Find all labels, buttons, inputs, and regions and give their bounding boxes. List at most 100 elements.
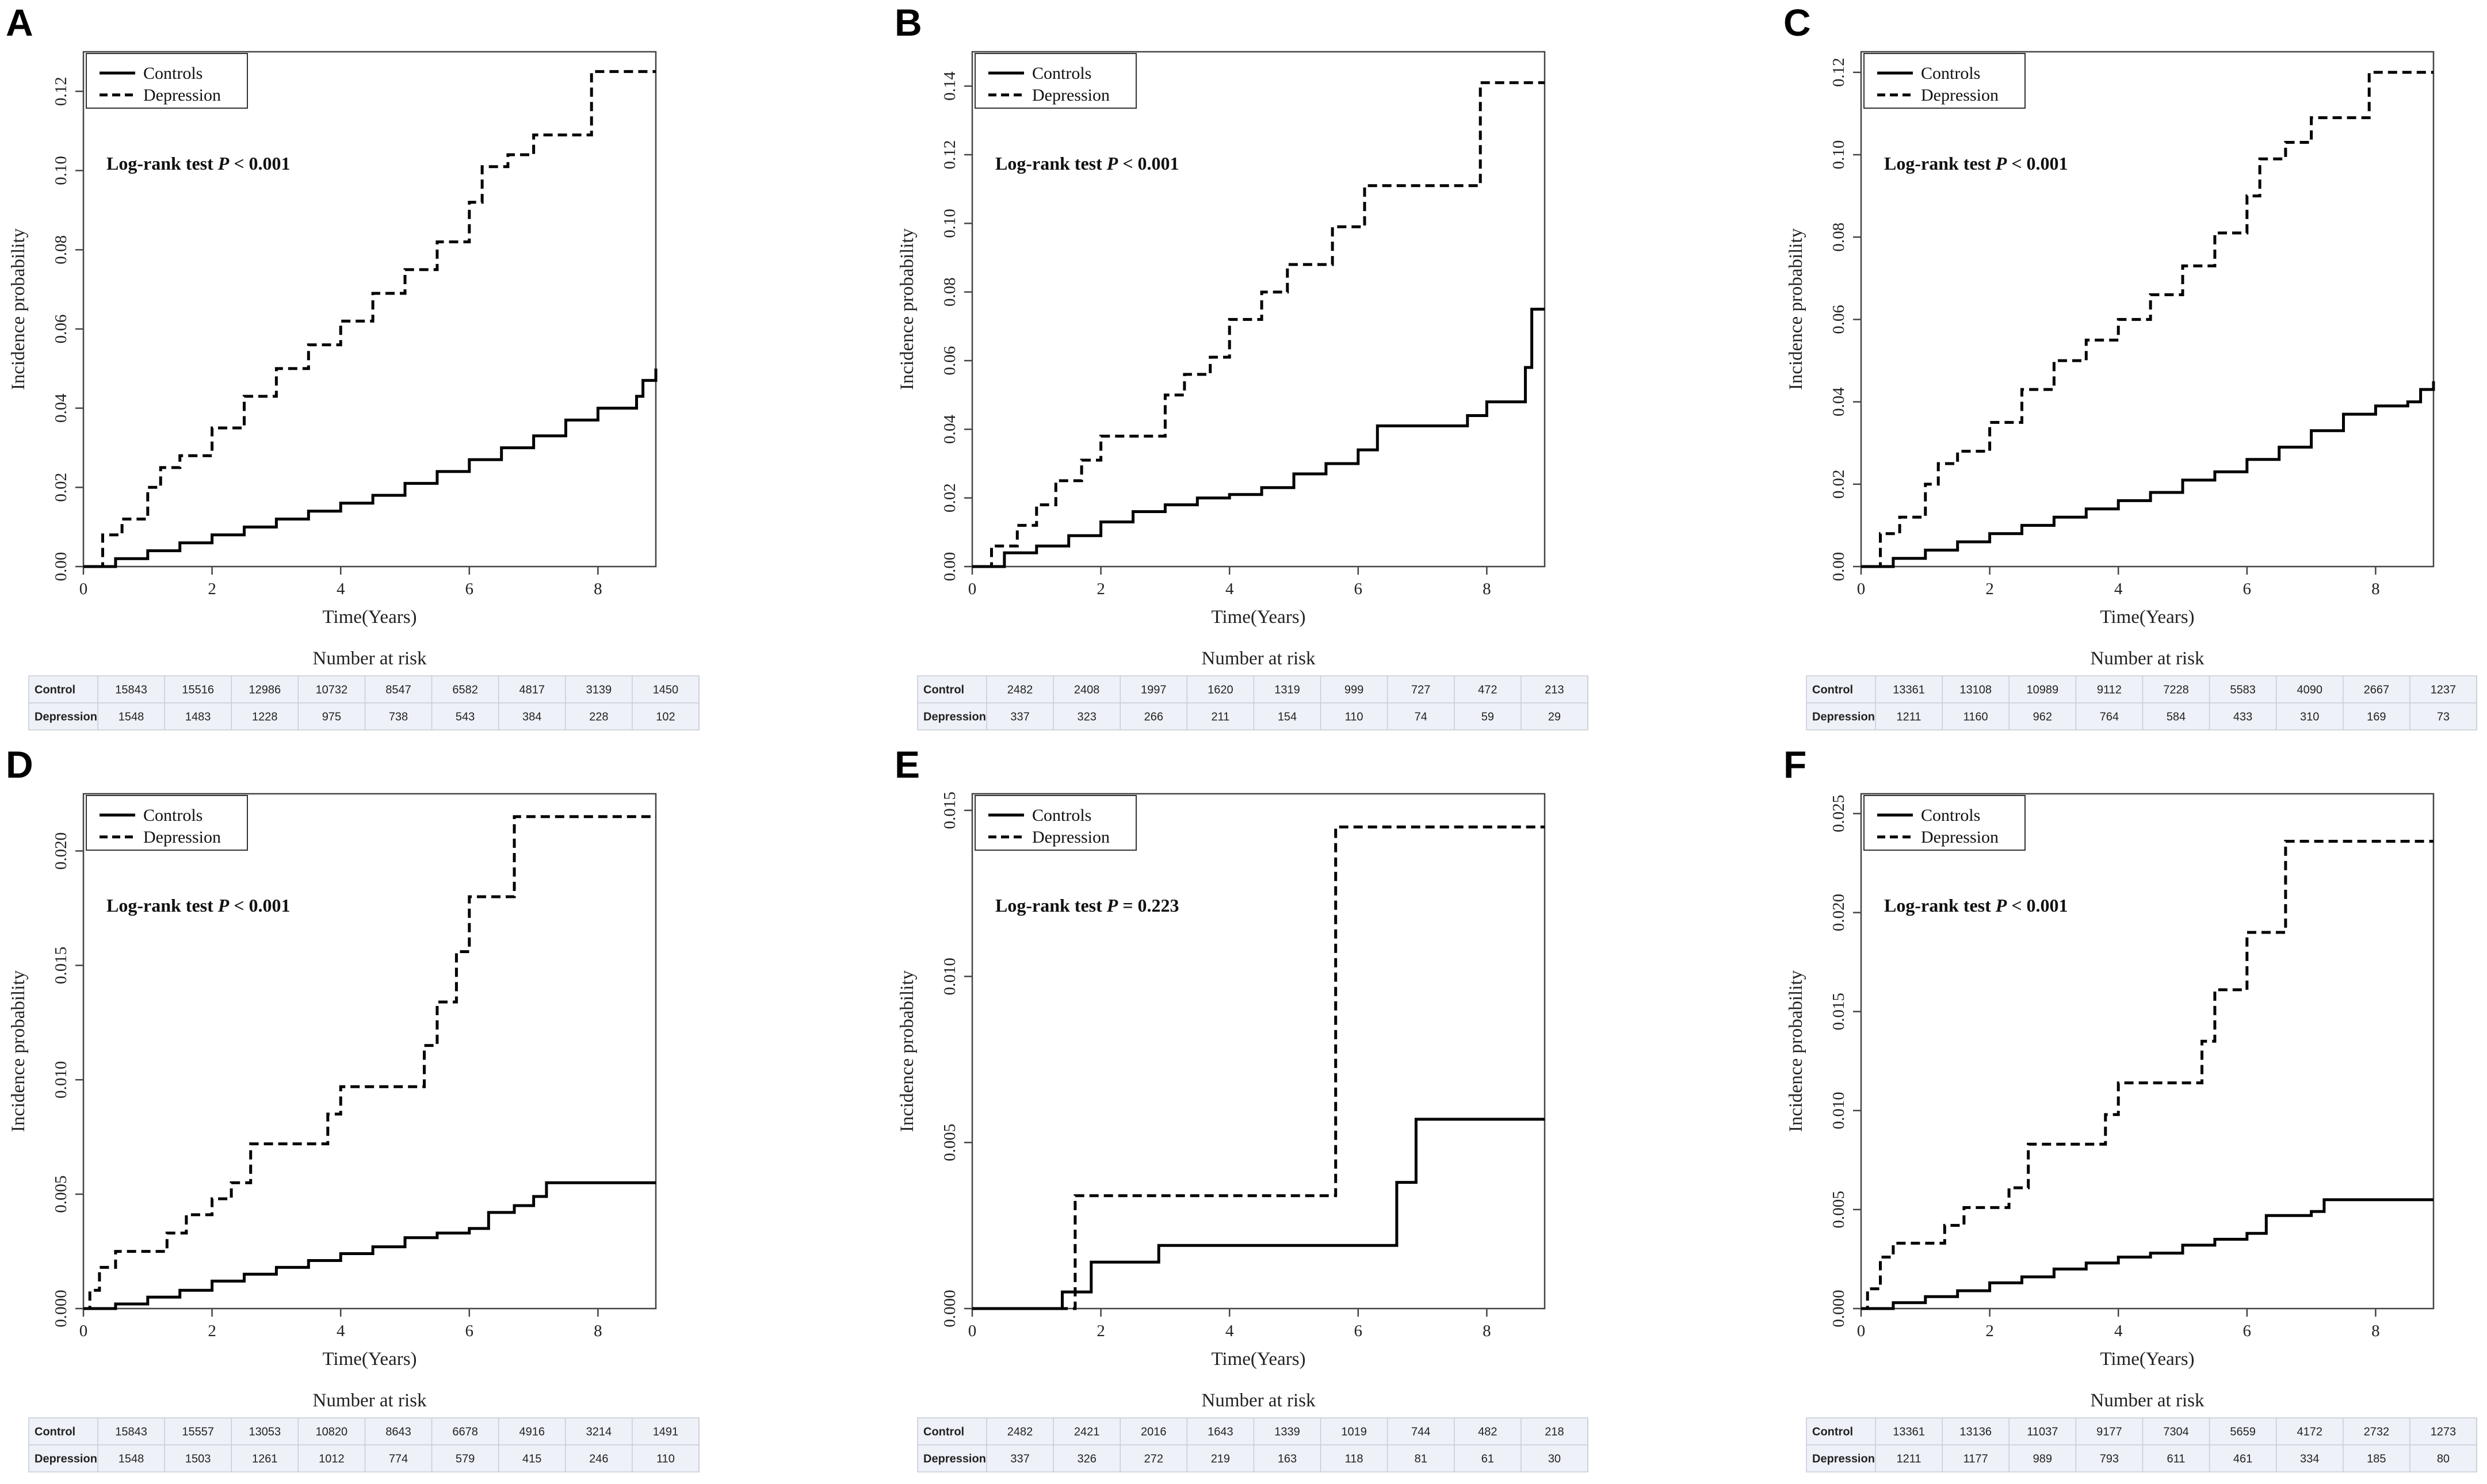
- risk-cell: 9177: [2096, 1426, 2122, 1439]
- risk-cell: 433: [2233, 711, 2252, 724]
- y-tick-label: 0.10: [52, 156, 70, 185]
- risk-cell: 1548: [119, 711, 144, 724]
- risk-cell: 962: [2033, 711, 2052, 724]
- x-tick-label: 4: [2114, 1322, 2123, 1340]
- risk-cell: 584: [2167, 711, 2186, 724]
- risk-cell: 2732: [2364, 1426, 2390, 1439]
- x-tick-label: 2: [1097, 580, 1105, 598]
- logrank-prefix: Log-rank test: [995, 895, 1107, 916]
- legend-depression-label: Depression: [1032, 86, 1110, 105]
- risk-cell: 999: [1344, 684, 1363, 697]
- risk-row-label: Control: [1812, 684, 1853, 697]
- y-tick-label: 0.005: [52, 1175, 70, 1213]
- y-tick-label: 0.06: [1829, 305, 1848, 334]
- risk-cell: 1273: [2431, 1426, 2457, 1439]
- risk-cell: 10732: [316, 684, 348, 697]
- legend-controls-label: Controls: [143, 64, 203, 83]
- legend-controls-label: Controls: [1921, 806, 1980, 825]
- risk-cell: 13053: [249, 1426, 281, 1439]
- legend: Controls Depression: [86, 795, 248, 851]
- risk-cell: 74: [1415, 711, 1427, 724]
- y-tick-label: 0.010: [52, 1061, 70, 1099]
- risk-cell: 1491: [653, 1426, 679, 1439]
- x-tick-label: 0: [1857, 1322, 1866, 1340]
- plot-frame: [82, 793, 657, 1310]
- p-symbol: P: [1106, 153, 1118, 174]
- risk-cell: 1211: [1897, 711, 1921, 724]
- risk-cell: 461: [2233, 1453, 2252, 1466]
- risk-cell: 975: [322, 711, 341, 724]
- x-tick-label: 4: [337, 1322, 345, 1340]
- risk-cell: 266: [1144, 711, 1163, 724]
- legend-box: [86, 53, 248, 109]
- p-symbol: P: [1995, 895, 2007, 916]
- risk-cell: 1643: [1208, 1426, 1233, 1439]
- x-tick-label: 0: [968, 580, 977, 598]
- x-tick-label: 2: [208, 1322, 216, 1340]
- risk-row-label: Depression: [1812, 1453, 1875, 1466]
- p-symbol: P: [217, 895, 230, 916]
- risk-cell: 1237: [2431, 684, 2457, 697]
- x-tick-label: 4: [337, 580, 345, 598]
- p-value: < 0.001: [2007, 153, 2068, 174]
- panel-label: B: [895, 1, 922, 44]
- risk-cell: 1483: [185, 711, 211, 724]
- risk-cell: 169: [2367, 711, 2386, 724]
- risk-cell: 9112: [2097, 684, 2122, 697]
- risk-cell: 2408: [1074, 684, 1100, 697]
- risk-cell: 219: [1211, 1453, 1230, 1466]
- controls-curve: [1861, 1198, 2433, 1310]
- risk-row-label: Control: [923, 684, 964, 697]
- x-tick-label: 6: [2243, 580, 2252, 598]
- controls-curve: [972, 308, 1545, 568]
- risk-row-label: Depression: [1812, 711, 1875, 724]
- chart-panel-c: C 0 2 4 6 8 0.00 0.02 0.04 0.06 0.08 0.10 0.12 Time(Y…: [1783, 1, 2477, 730]
- risk-cell: 1228: [252, 711, 278, 724]
- depression-curve: [1861, 71, 2433, 568]
- p-symbol: P: [1995, 153, 2007, 174]
- panel-label: C: [1783, 1, 1811, 44]
- y-tick-label: 0.08: [1829, 223, 1848, 252]
- controls-curve: [83, 1181, 656, 1310]
- x-tick-label: 8: [594, 1322, 602, 1340]
- risk-cell: 11037: [2027, 1426, 2058, 1439]
- legend-box: [86, 795, 248, 851]
- x-tick-label: 6: [465, 1322, 474, 1340]
- risk-cell: 7228: [2163, 684, 2189, 697]
- risk-cell: 337: [1010, 711, 1029, 724]
- x-axis-title: Time(Years): [1211, 607, 1305, 628]
- risk-cell: 1503: [185, 1453, 211, 1466]
- x-tick-label: 6: [2243, 1322, 2252, 1340]
- risk-cell: 323: [1077, 711, 1096, 724]
- legend-controls-label: Controls: [1032, 64, 1091, 83]
- risk-cell: 213: [1545, 684, 1564, 697]
- risk-cell: 81: [1415, 1453, 1427, 1466]
- risk-cell: 472: [1478, 684, 1497, 697]
- plot-frame: [1860, 793, 2435, 1310]
- risk-cell: 774: [389, 1453, 408, 1466]
- chart-panel-f: F 0 2 4 6 8 0.000 0.005 0.010 0.015 0.020 0.025 Time…: [1783, 743, 2477, 1472]
- chart-panel-b: B 0 2 4 6 8 0.00 0.02 0.04 0.06 0.08 0.10 0.12 0.14 Ti…: [895, 1, 1588, 730]
- legend: Controls Depression: [975, 795, 1137, 851]
- y-tick-label: 0.025: [1829, 795, 1848, 832]
- y-tick-label: 0.015: [52, 947, 70, 984]
- x-tick-label: 2: [1097, 1322, 1105, 1340]
- x-tick-label: 0: [79, 580, 88, 598]
- risk-cell: 13361: [1893, 684, 1925, 697]
- risk-table: Control 15843 15557 13053 10820 8643 6678 4916 3…: [28, 1417, 700, 1472]
- plot-frame: [971, 793, 1546, 1310]
- risk-cell: 61: [1481, 1453, 1494, 1466]
- risk-cell: 1019: [1341, 1426, 1367, 1439]
- y-tick-label: 0.005: [941, 1124, 959, 1161]
- legend-depression-label: Depression: [1032, 828, 1110, 847]
- legend-depression-label: Depression: [143, 86, 221, 105]
- risk-cell: 110: [1345, 711, 1363, 724]
- logrank-annotation: Log-rank test P < 0.001: [106, 153, 291, 174]
- risk-cell: 4916: [519, 1426, 545, 1439]
- risk-cell: 10989: [2026, 684, 2058, 697]
- risk-cell: 80: [2437, 1453, 2450, 1466]
- logrank-prefix: Log-rank test: [106, 895, 218, 916]
- depression-curve: [83, 70, 656, 568]
- y-tick-label: 0.000: [52, 1290, 70, 1327]
- risk-cell: 415: [522, 1453, 541, 1466]
